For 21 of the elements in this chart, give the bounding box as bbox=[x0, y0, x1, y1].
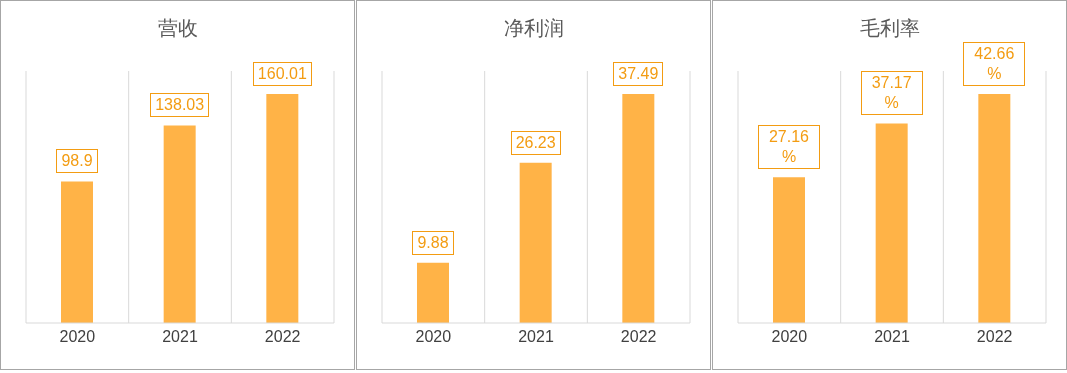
x-tick-label: 2020 bbox=[59, 328, 96, 346]
data-label: 37.49 bbox=[613, 61, 664, 86]
data-label: 160.01 bbox=[252, 61, 312, 86]
x-tick-label: 2022 bbox=[620, 328, 657, 346]
x-tick-label: 2021 bbox=[518, 328, 554, 346]
chart-title: 净利润 bbox=[502, 15, 565, 42]
x-tick-label: 2021 bbox=[162, 328, 198, 346]
data-label: 98.9 bbox=[56, 149, 98, 174]
x-tick-label: 2020 bbox=[415, 328, 452, 346]
data-label: 37.17% bbox=[860, 71, 923, 116]
x-tick-label: 2022 bbox=[976, 328, 1013, 346]
x-tick-label: 2021 bbox=[874, 328, 910, 346]
data-label: 26.23 bbox=[510, 130, 561, 155]
data-label: 27.16% bbox=[758, 125, 820, 170]
x-tick-label: 2022 bbox=[264, 328, 301, 346]
chart-title: 营收 bbox=[156, 15, 199, 42]
data-label: 138.03 bbox=[150, 93, 210, 118]
data-label: 9.88 bbox=[412, 230, 454, 255]
data-label: 42.66% bbox=[963, 41, 1026, 86]
x-tick-label: 2020 bbox=[771, 328, 808, 346]
chart-title: 毛利率 bbox=[858, 15, 921, 42]
